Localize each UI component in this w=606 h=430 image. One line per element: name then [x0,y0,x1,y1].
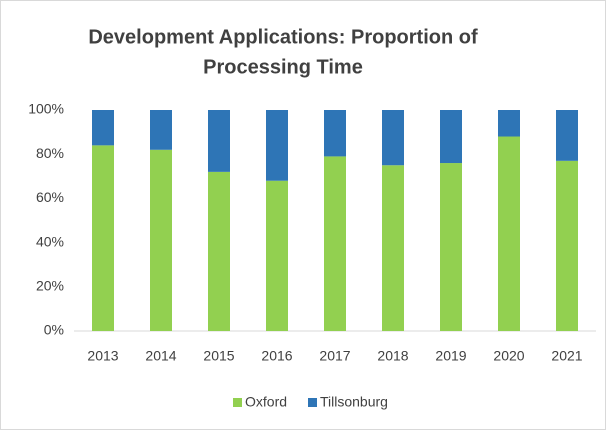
bar-segment [382,165,404,331]
x-tick-label: 2019 [435,348,466,364]
bar-segment [556,110,578,161]
x-tick-label: 2015 [203,348,234,364]
bar-segment [208,110,230,172]
bar-segment [498,110,520,137]
legend-label: Tillsonburg [320,394,388,410]
x-tick-label: 2020 [493,348,524,364]
bar-segment [92,110,114,146]
bar-segment [324,156,346,331]
bar-segment [92,145,114,331]
legend-swatch [233,398,242,407]
x-tick-label: 2017 [319,348,350,364]
y-tick-label: 40% [36,233,64,249]
bar-segment [556,160,578,331]
y-tick-label: 80% [36,145,64,161]
bar-segment [266,110,288,181]
bar-segment [150,149,172,331]
x-tick-label: 2014 [145,348,176,364]
x-tick-label: 2016 [261,348,292,364]
chart-title: Development Applications: Proportion of [88,26,478,48]
legend-swatch [308,398,317,407]
chart-title: Processing Time [203,56,363,78]
x-tick-label: 2013 [87,348,118,364]
bar-segment [440,163,462,331]
y-tick-label: 20% [36,278,64,294]
bar-segment [150,110,172,150]
y-tick-label: 60% [36,189,64,205]
bar-segment [324,110,346,157]
x-tick-label: 2021 [551,348,582,364]
y-tick-label: 0% [44,322,64,338]
legend-label: Oxford [245,394,287,410]
bar-segment [382,110,404,166]
bar-segment [266,180,288,331]
bar-segment [208,171,230,331]
y-tick-label: 100% [28,101,64,117]
bar-segment [440,110,462,164]
bar-segment [498,136,520,331]
x-tick-label: 2018 [377,348,408,364]
